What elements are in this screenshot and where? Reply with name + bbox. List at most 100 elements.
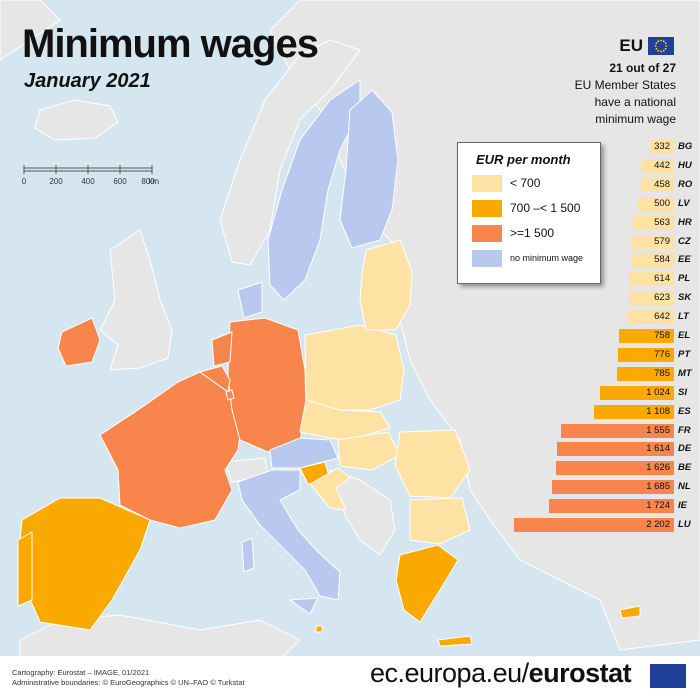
bar-row-ie: 1 724 IE (548, 499, 687, 514)
country-baltics (359, 239, 413, 331)
credit-cartography: Cartography: Eurostat – IMAGE, 01/2021 (12, 668, 150, 677)
bar-value-ie: 1 724 (646, 500, 670, 512)
bar-row-lu: 2 202 LU (514, 518, 691, 532)
bar-lv (637, 196, 674, 211)
country-italy (237, 469, 341, 601)
bar-row-pt: 776 PT (617, 347, 690, 362)
bar-row-hu: 442 HU (641, 158, 692, 173)
bar-es (593, 404, 674, 419)
country-sicily (288, 597, 319, 615)
bar-code-lt: LT (678, 311, 689, 323)
bar-hr (633, 215, 674, 230)
land-uk (99, 229, 173, 371)
eu-count-line2: EU Member States (574, 78, 676, 92)
bar-code-cz: CZ (678, 235, 691, 247)
bar-code-de: DE (678, 443, 692, 455)
land-greenland (0, 0, 61, 61)
bar-code-es: ES (678, 405, 691, 417)
eu-count-line1: 21 out of 27 (609, 61, 676, 75)
bar-value-be: 1 626 (646, 462, 670, 474)
bar-hu (641, 158, 674, 173)
bar-code-be: BE (678, 462, 692, 474)
bar-row-si: 1 024 SI (599, 385, 687, 400)
country-finland (339, 89, 399, 249)
bar-lt (627, 310, 674, 325)
bar-value-fr: 1 555 (646, 424, 670, 436)
bar-row-sk: 623 SK (628, 291, 691, 306)
site-prefix: ec.europa.eu/ (370, 658, 529, 688)
eu-count-line4: minimum wage (595, 112, 676, 126)
bar-row-lv: 500 LV (637, 196, 690, 211)
country-malta (315, 625, 323, 633)
bar-row-hr: 563 HR (633, 215, 692, 230)
site-url[interactable]: ec.europa.eu/eurostat (370, 658, 632, 689)
legend-swatch-lt700 (472, 174, 502, 192)
bar-code-sk: SK (678, 292, 692, 304)
bar-code-pt: PT (678, 348, 691, 360)
country-netherlands (211, 331, 233, 367)
bar-value-si: 1 024 (646, 386, 670, 398)
bar-row-fr: 1 555 FR (561, 423, 691, 438)
bar-ro (640, 177, 674, 192)
bar-pt (617, 347, 674, 362)
bar-sk (628, 291, 674, 306)
bar-el (618, 329, 674, 343)
country-poland (304, 324, 405, 411)
bar-code-hu: HU (678, 159, 692, 171)
legend-item-no-minimum: no minimum wage (472, 249, 583, 267)
eu-badge: EU (619, 36, 674, 56)
bar-code-pl: PL (678, 273, 691, 285)
bar-code-mt: MT (678, 367, 692, 379)
bar-value-lu: 2 202 (646, 519, 670, 530)
legend-swatch-700-1500 (472, 199, 502, 217)
legend-item-gte1500: >=1 500 (472, 224, 554, 242)
bar-value-ee: 584 (654, 254, 670, 266)
country-austria (269, 437, 339, 469)
bar-value-hu: 442 (654, 159, 670, 171)
bar-value-pt: 776 (654, 348, 670, 360)
site-brand: eurostat (528, 658, 632, 688)
country-ireland (57, 317, 101, 367)
page-subtitle: January 2021 (24, 70, 151, 92)
bar-pl (629, 272, 674, 287)
country-portugal (17, 531, 33, 607)
scale-unit: km (148, 177, 159, 186)
eurostat-logo-icon (650, 664, 686, 688)
legend-item-lt700: < 700 (472, 174, 540, 192)
bar-fr (561, 423, 674, 438)
minimum-wage-bar-chart: 332 BG 442 HU 458 RO 500 LV 563 HR 579 CZ 584 EE 614 PL… (490, 138, 700, 536)
scale-tick-0: 0 (22, 177, 27, 186)
page-title: Minimum wages (22, 22, 319, 66)
bar-lu (514, 518, 674, 532)
bar-value-nl: 1 685 (646, 481, 670, 493)
bar-code-lu: LU (678, 519, 691, 530)
bar-row-es: 1 108 ES (593, 404, 691, 419)
country-sweden (267, 79, 361, 301)
legend-label-gte1500: >=1 500 (510, 226, 555, 240)
legend-title: EUR per month (476, 152, 571, 167)
bar-code-el: EL (678, 330, 691, 341)
eu-label: EU (619, 36, 643, 55)
bar-ee (631, 253, 674, 268)
scale-tick-200: 200 (49, 177, 63, 186)
bar-be (555, 461, 674, 476)
bar-code-ro: RO (678, 178, 693, 190)
bar-row-pl: 614 PL (629, 272, 690, 287)
bar-value-es: 1 108 (646, 405, 670, 417)
footer (0, 656, 700, 700)
eu-member-count: 21 out of 27 EU Member States have a nat… (575, 60, 676, 128)
bar-bg (649, 140, 674, 154)
bar-code-si: SI (678, 386, 687, 398)
country-hungary (337, 431, 401, 471)
land-norway (219, 39, 361, 266)
credit-boundaries: Administrative boundaries: © EuroGeograp… (12, 678, 245, 687)
bar-code-ee: EE (678, 254, 691, 266)
bar-value-lt: 642 (654, 311, 670, 323)
bar-value-hr: 563 (654, 216, 670, 228)
credits: Cartography: Eurostat – IMAGE, 01/2021 A… (12, 668, 245, 688)
country-germany (227, 317, 307, 453)
bar-row-ee: 584 EE (631, 253, 691, 268)
legend-label-lt700: < 700 (510, 176, 541, 190)
bar-value-de: 1 614 (646, 443, 670, 455)
